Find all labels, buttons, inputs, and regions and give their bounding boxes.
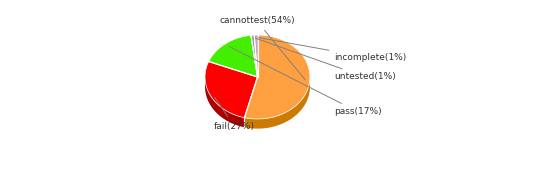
Text: incomplete(1%): incomplete(1%) <box>258 38 407 62</box>
Polygon shape <box>244 35 310 119</box>
Text: cannottest(54%): cannottest(54%) <box>219 16 305 80</box>
Text: fail(27%): fail(27%) <box>214 97 255 131</box>
Polygon shape <box>205 62 257 118</box>
Polygon shape <box>244 79 310 129</box>
Polygon shape <box>205 78 244 127</box>
Polygon shape <box>251 35 257 77</box>
Text: untested(1%): untested(1%) <box>255 38 396 82</box>
Polygon shape <box>254 35 257 77</box>
Text: pass(17%): pass(17%) <box>229 47 382 117</box>
Polygon shape <box>208 35 257 77</box>
